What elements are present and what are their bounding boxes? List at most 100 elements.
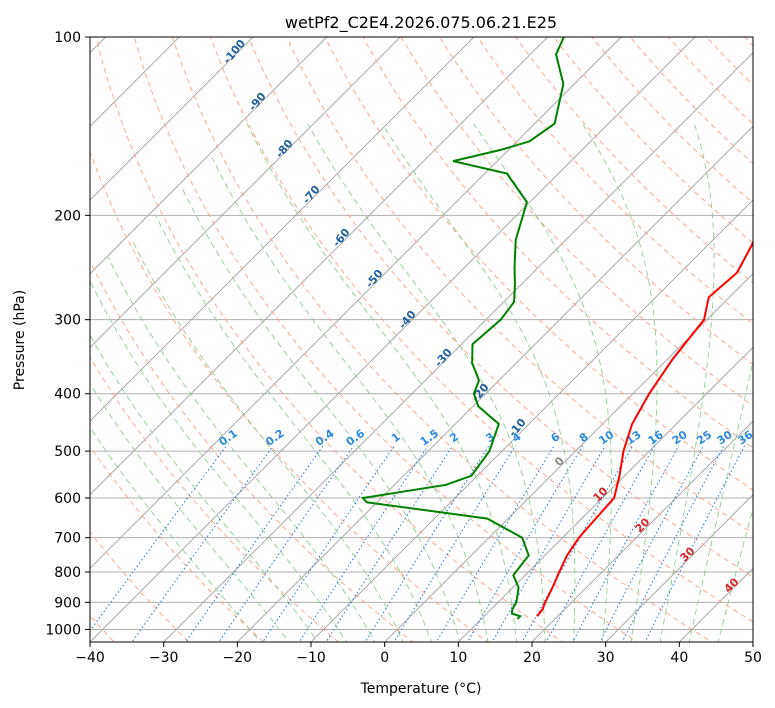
dewpoint-profile-line [360, 37, 565, 620]
dry-adiabat-label: -100 [220, 37, 248, 67]
dry-adiabat-line [591, 37, 753, 204]
moist-adiabat-line [659, 123, 715, 642]
moist-adiabat-line [307, 123, 546, 642]
dry-adiabat-label: -90 [246, 90, 269, 114]
isotherm-line [236, 125, 753, 642]
mixing-ratio-line [364, 445, 490, 642]
mixing-ratio-label: 36 [735, 428, 755, 448]
dry-adiabat-label: -30 [432, 346, 455, 370]
dry-adiabat-label: -60 [330, 226, 353, 250]
mixing-ratio-line [393, 445, 516, 642]
moist-adiabat-line [107, 256, 376, 642]
dry-adiabat-label: -40 [396, 308, 419, 332]
mixing-ratio-line [435, 445, 555, 642]
moist-adiabat-line [581, 123, 658, 642]
isotherm-line [457, 346, 753, 642]
y-tick-label: 1000 [45, 622, 81, 638]
mixing-ratio-label: 1 [389, 430, 403, 445]
isotherm-line [752, 641, 753, 642]
moist-adiabat-label: 30 [678, 544, 698, 564]
mixing-ratio-label: 0.1 [217, 427, 240, 449]
y-axis-label: Pressure (hPa) [12, 290, 28, 390]
isotherm-line [90, 37, 622, 569]
isotherm-line [531, 420, 753, 642]
dry-adiabat-label: -70 [300, 183, 323, 207]
isotherm-line [384, 273, 753, 642]
y-tick-label: 700 [54, 531, 81, 547]
mixing-ratio-line [90, 445, 227, 632]
isotherm-line [310, 199, 753, 642]
isotherm-line [0, 10, 59, 654]
x-tick-label: 0 [380, 650, 389, 666]
moist-adiabat-line [211, 157, 489, 642]
mixing-ratio-label: 20 [670, 428, 690, 448]
moist-adiabat-label: 20 [633, 515, 653, 535]
mixing-ratio-label: 30 [715, 428, 735, 448]
mixing-ratio-line [262, 445, 395, 642]
dry-adiabat-line [362, 37, 753, 449]
dry-adiabat-line [757, 11, 775, 654]
x-tick-label: 30 [597, 650, 615, 666]
x-tick-label: 20 [523, 650, 541, 666]
y-tick-label: 400 [54, 387, 81, 403]
mixing-ratio-line [572, 445, 680, 642]
dry-adiabat-line [210, 37, 753, 623]
y-tick-label: 300 [54, 313, 81, 329]
dry-adiabat-line [553, 37, 753, 244]
isotherm-line [90, 37, 696, 642]
moist-adiabat-label: 10 [591, 484, 611, 504]
mixing-ratio-label: 0.2 [263, 427, 286, 449]
dry-adiabat-line [438, 37, 753, 365]
mixing-ratio-line [185, 445, 324, 642]
moist-adiabat-line [90, 280, 347, 642]
mixing-ratio-label: 0.4 [313, 427, 337, 449]
dry-adiabat-line [744, 37, 753, 47]
y-tick-label: 200 [54, 208, 81, 224]
x-axis-label: Temperature (°C) [360, 681, 482, 697]
isotherm-line [90, 37, 401, 348]
mixing-ratio-line [521, 445, 633, 642]
mixing-ratio-line [298, 445, 429, 642]
dry-adiabat-line [90, 531, 190, 642]
isotherm-line [605, 494, 753, 642]
mixing-ratio-line [644, 445, 745, 642]
temperature-profile-line [536, 239, 753, 617]
dry-adiabat-label: -10 [506, 416, 529, 440]
mixing-ratio-line [131, 445, 274, 642]
dry-adiabat-line [90, 356, 339, 642]
y-tick-label: 800 [54, 565, 81, 581]
dry-adiabat-label: -80 [273, 137, 296, 161]
dry-adiabat-line [324, 37, 753, 491]
x-tick-label: −40 [75, 650, 105, 666]
mixing-ratio-line [545, 445, 656, 642]
x-tick-label: 10 [449, 650, 467, 666]
moist-adiabat-line [688, 358, 753, 642]
dry-adiabat-line [95, 37, 564, 642]
isotherm-line [90, 37, 328, 275]
moist-adiabat-line [717, 506, 753, 642]
moist-adiabat-line [131, 239, 404, 642]
y-tick-label: 100 [54, 30, 81, 46]
moist-adiabat-label: 40 [722, 575, 742, 595]
moist-adiabat-line [181, 188, 461, 642]
mixing-ratio-line [621, 445, 725, 642]
mixing-ratio-label: 0.6 [344, 427, 368, 449]
dry-adiabat-line [515, 37, 753, 284]
mixing-ratio-label: 16 [646, 428, 666, 448]
chart-title: wetPf2_C2E4.2026.075.06.21.E25 [285, 13, 557, 33]
dry-adiabat-line [133, 37, 638, 642]
y-tick-label: 500 [54, 444, 81, 460]
isotherm-line [90, 37, 475, 422]
dry-adiabat-line [248, 37, 753, 578]
mixing-ratio-line [466, 445, 584, 642]
isotherm-line [163, 52, 753, 642]
x-tick-label: 40 [670, 650, 688, 666]
plot-frame [89, 36, 754, 643]
x-tick-label: −30 [149, 650, 179, 666]
moist-adiabat-line [381, 123, 576, 642]
x-tick-label: −10 [296, 650, 326, 666]
moist-adiabat-line [155, 215, 432, 642]
y-tick-label: 900 [54, 595, 81, 611]
moist-adiabat-line [90, 382, 290, 642]
